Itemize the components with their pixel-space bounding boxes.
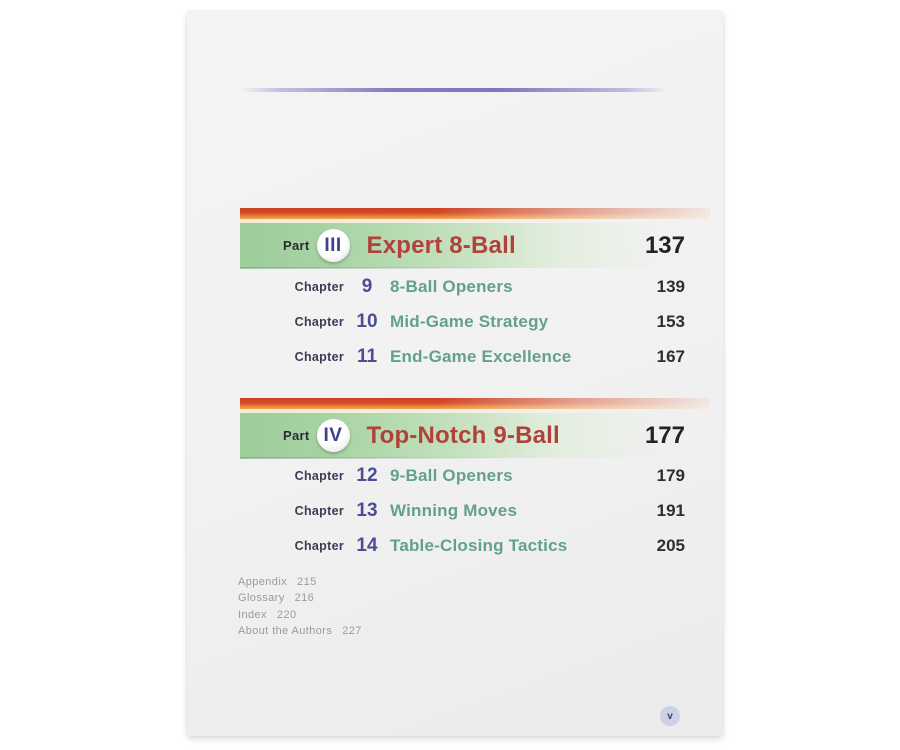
- chapter-title: End-Game Excellence: [390, 347, 572, 366]
- part-numeral-badge: III: [316, 229, 350, 262]
- chapter-label: Chapter: [294, 315, 344, 329]
- chapter-title: 8-Ball Openers: [390, 277, 513, 296]
- part-page-number: 177: [644, 421, 685, 449]
- back-matter-page: 216: [294, 592, 315, 605]
- part-section-4: Part IV Top-Notch 9-Ball 177: [240, 398, 710, 459]
- back-matter-item: About the Authors 227: [238, 623, 362, 639]
- chapter-number: 11: [356, 346, 378, 367]
- chapter-title: Mid-Game Strategy: [390, 312, 549, 331]
- chapter-page-number: 205: [656, 536, 685, 555]
- book-page: Part III Expert 8-Ball 137 Chapter 9 8-B…: [187, 11, 723, 736]
- part-label: Part: [283, 428, 310, 443]
- banner-gap: [240, 219, 710, 223]
- part-section-3: Part III Expert 8-Ball 137: [240, 208, 710, 269]
- chapter-number: 14: [356, 535, 378, 556]
- back-matter-item: Appendix 215: [238, 574, 362, 590]
- toc-chapter-row: Chapter 13 Winning Moves 191: [240, 499, 710, 523]
- part-banner: Part IV Top-Notch 9-Ball 177: [240, 413, 710, 459]
- back-matter-page: 227: [342, 625, 362, 638]
- chapter-page-number: 139: [656, 277, 685, 296]
- chapter-label: Chapter: [294, 504, 344, 518]
- decorative-rule: [240, 88, 668, 92]
- part-numeral: III: [324, 234, 342, 256]
- toc-chapter-row: Chapter 9 8-Ball Openers 139: [240, 275, 710, 299]
- chapter-page-number: 167: [656, 347, 685, 366]
- chapter-number: 13: [356, 500, 378, 521]
- chapter-label: Chapter: [294, 350, 344, 364]
- chapter-title: Winning Moves: [390, 501, 518, 520]
- chapter-title: 9-Ball Openers: [390, 466, 513, 485]
- back-matter-item: Index 220: [238, 607, 362, 623]
- page-number: v: [667, 710, 673, 722]
- chapter-page-number: 191: [656, 501, 685, 520]
- back-matter-list: Appendix 215 Glossary 216 Index 220 About t…: [238, 574, 362, 640]
- banner-gap: [240, 409, 710, 413]
- banner-stripe: [240, 398, 710, 409]
- toc-chapter-row: Chapter 12 9-Ball Openers 179: [240, 464, 710, 488]
- toc-chapter-row: Chapter 10 Mid-Game Strategy 153: [240, 310, 710, 334]
- chapter-label: Chapter: [294, 280, 344, 294]
- part-page-number: 137: [644, 231, 685, 259]
- chapter-number: 12: [356, 465, 378, 486]
- chapter-number: 10: [356, 311, 378, 332]
- part-title: Expert 8-Ball: [366, 231, 516, 259]
- chapter-page-number: 153: [656, 312, 685, 331]
- page-number-badge: v: [660, 706, 680, 726]
- chapter-label: Chapter: [294, 539, 344, 553]
- chapter-number: 9: [361, 276, 373, 297]
- banner-stripe: [240, 208, 710, 219]
- part-banner: Part III Expert 8-Ball 137: [240, 223, 710, 269]
- part-numeral-badge: IV: [316, 419, 350, 452]
- back-matter-title: Glossary: [238, 592, 285, 605]
- toc-chapter-row: Chapter 14 Table-Closing Tactics 205: [240, 534, 710, 558]
- back-matter-item: Glossary 216: [238, 590, 362, 606]
- back-matter-page: 215: [297, 576, 317, 588]
- part-label: Part: [283, 238, 310, 253]
- part-numeral: IV: [323, 424, 343, 446]
- back-matter-title: Index: [238, 608, 267, 621]
- back-matter-page: 220: [276, 608, 297, 621]
- part-title: Top-Notch 9-Ball: [366, 421, 560, 449]
- back-matter-title: Appendix: [238, 576, 288, 588]
- chapter-page-number: 179: [656, 466, 685, 485]
- chapter-label: Chapter: [294, 469, 344, 483]
- chapter-title: Table-Closing Tactics: [390, 536, 568, 555]
- back-matter-title: About the Authors: [238, 625, 333, 638]
- toc-chapter-row: Chapter 11 End-Game Excellence 167: [240, 345, 710, 369]
